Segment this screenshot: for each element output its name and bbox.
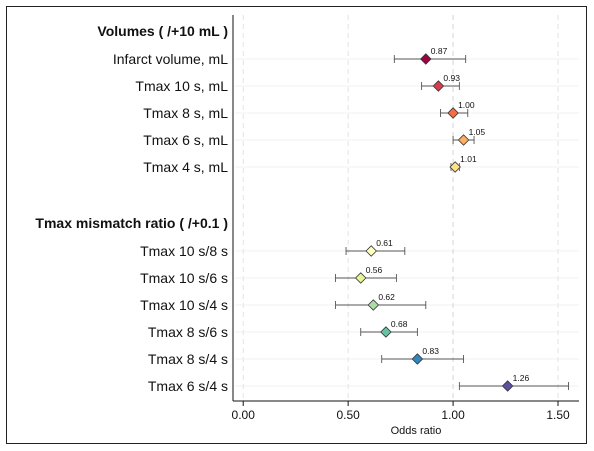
row-label: Tmax 6 s/4 s xyxy=(148,378,228,394)
row-labels: Volumes ( /+10 mL ) Infarct volume, mL Tma… xyxy=(35,23,228,394)
x-axis-title: Odds ratio xyxy=(391,425,442,437)
value-label: 0.62 xyxy=(378,292,395,302)
row-label: Tmax 8 s/6 s xyxy=(148,324,228,340)
forest-plot: 0.00 0.50 1.00 1.50 Volumes ( /+10 mL ) Infa… xyxy=(35,15,579,437)
value-label: 1.00 xyxy=(458,100,475,110)
value-label: 0.61 xyxy=(376,238,393,248)
estimate-diamond xyxy=(354,272,367,284)
estimate-diamond xyxy=(432,80,445,92)
section-header: Volumes ( /+10 mL ) xyxy=(97,23,228,39)
x-tick-label: 1.00 xyxy=(441,408,465,422)
x-tick-label: 1.50 xyxy=(546,408,570,422)
estimate-diamond xyxy=(367,299,380,311)
grid xyxy=(235,15,579,401)
value-label: 1.05 xyxy=(469,127,486,137)
estimate-diamond xyxy=(411,353,424,365)
row-label: Infarct volume, mL xyxy=(113,51,228,67)
value-label: 0.93 xyxy=(443,73,460,83)
row-label: Tmax 6 s, mL xyxy=(143,132,228,148)
figure-frame: 0.00 0.50 1.00 1.50 Volumes ( /+10 mL ) Infa… xyxy=(6,6,587,444)
section-header: Tmax mismatch ratio ( /+0.1 ) xyxy=(35,215,228,231)
estimate-diamond xyxy=(420,53,432,65)
estimate-diamond xyxy=(501,380,514,392)
x-tick-label: 0.00 xyxy=(232,408,256,422)
estimate-diamond xyxy=(380,326,392,338)
value-label: 1.01 xyxy=(460,154,477,164)
value-label: 0.83 xyxy=(422,346,439,356)
value-label: 0.68 xyxy=(391,319,408,329)
x-tick-label: 0.50 xyxy=(336,408,360,422)
value-label: 1.26 xyxy=(513,373,530,383)
axes: 0.00 0.50 1.00 1.50 xyxy=(232,15,579,422)
row-label: Tmax 8 s/4 s xyxy=(148,351,228,367)
row-label: Tmax 10 s/8 s xyxy=(140,243,228,259)
row-label: Tmax 10 s/4 s xyxy=(140,297,228,313)
estimates: 0.87 0.93 1.00 1.05 1.01 0.61 0.56 0.62 0.68 0.83… xyxy=(335,46,569,392)
row-label: Tmax 8 s, mL xyxy=(143,105,228,121)
row-label: Tmax 10 s/6 s xyxy=(140,270,228,286)
value-label: 0.56 xyxy=(366,265,383,275)
row-label: Tmax 10 s, mL xyxy=(135,78,228,94)
row-label: Tmax 4 s, mL xyxy=(143,159,228,175)
estimate-diamond xyxy=(457,134,470,146)
estimate-diamond xyxy=(447,107,459,119)
value-label: 0.87 xyxy=(431,46,448,56)
estimate-diamond xyxy=(365,245,377,257)
estimate-diamond xyxy=(449,161,461,173)
